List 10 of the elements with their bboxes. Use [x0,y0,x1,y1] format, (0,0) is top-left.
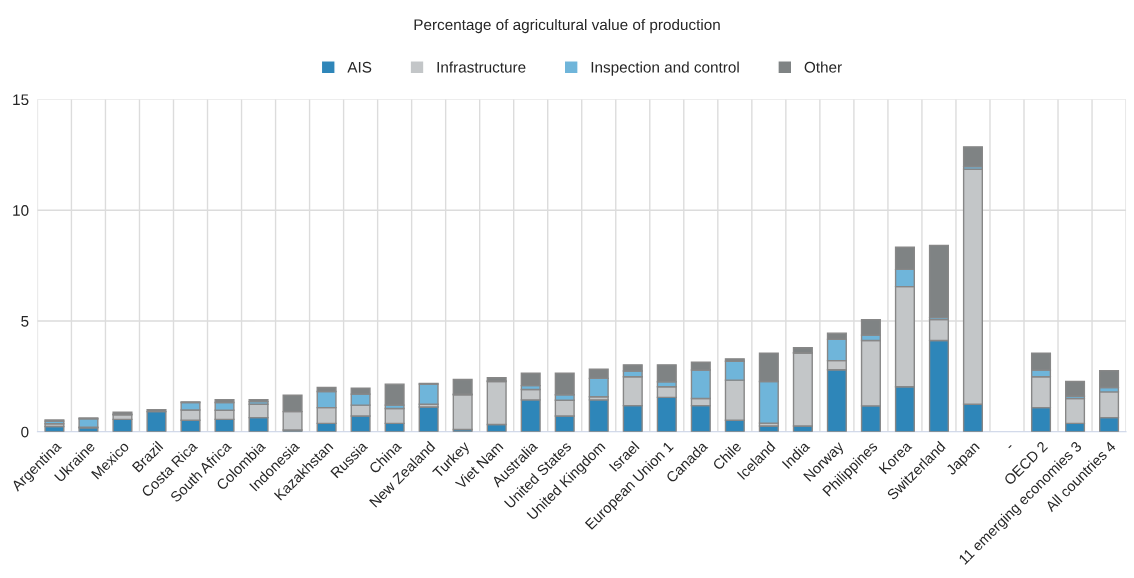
y-tick-label: 15 [13,94,29,106]
y-tick-label: 0 [21,426,29,438]
chart-title: Percentage of agricultural value of production [414,18,720,34]
legend-label: Other [804,61,842,73]
y-tick-label: 5 [21,316,29,327]
y-tick-label: 10 [13,205,29,216]
legend-label: AIS [347,61,372,73]
legend-label: Infrastructure [437,61,526,73]
x-tick-label: - [1008,444,1012,449]
legend-label: Inspection and control [591,61,739,76]
